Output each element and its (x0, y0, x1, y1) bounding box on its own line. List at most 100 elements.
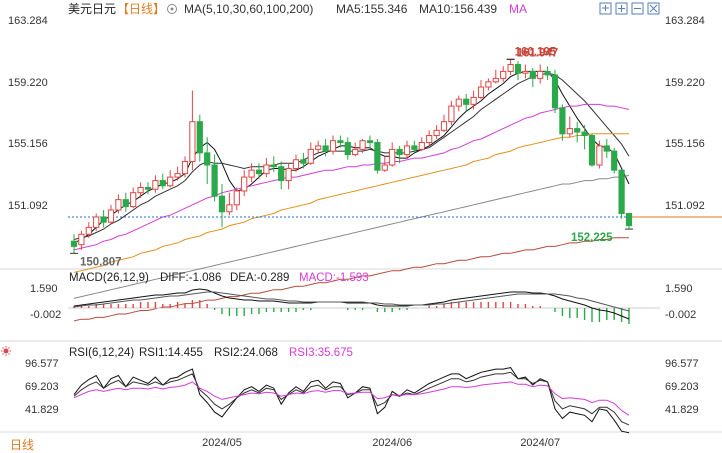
candle-body (189, 121, 196, 163)
price-tick-left: 159.220 (8, 77, 48, 89)
zoom-out-icon[interactable] (631, 2, 644, 15)
date-tick-label: 2024/07 (520, 437, 560, 449)
candle-body (322, 145, 329, 152)
candle-body (426, 135, 433, 143)
candle-body (255, 169, 263, 175)
candle (233, 187, 240, 211)
candle-body (292, 159, 300, 169)
close-icon[interactable] (647, 2, 660, 15)
candle-body (159, 180, 166, 187)
candle-body (403, 145, 411, 156)
date-tick-label: 2024/06 (372, 437, 412, 449)
candle (174, 166, 181, 181)
candle (159, 173, 166, 190)
candle (248, 163, 255, 183)
candle-body (278, 166, 285, 182)
macd-tick-right: -0.002 (665, 309, 696, 321)
candle-body (581, 131, 588, 137)
candle-body (130, 192, 137, 208)
candle (507, 59, 514, 75)
candle (426, 130, 433, 146)
candle-body (618, 169, 625, 214)
candle-body (93, 216, 100, 228)
candle-body (218, 195, 226, 213)
candle (307, 142, 314, 165)
ma-line-ma5 (73, 70, 630, 244)
candle (263, 158, 270, 178)
candle (218, 184, 226, 228)
candle (603, 139, 610, 159)
candle-body (70, 240, 78, 247)
candle (315, 140, 322, 153)
candle (100, 210, 107, 228)
candle-body (396, 148, 403, 156)
price-tick-right: 159.220 (665, 77, 705, 89)
candle (574, 121, 581, 143)
candle (440, 114, 448, 133)
price-tick-right: 151.092 (665, 200, 705, 212)
period-label[interactable]: 【日线】 (117, 2, 165, 16)
rsi2-line (73, 371, 630, 426)
candle-body (270, 164, 277, 168)
candle-body (152, 180, 159, 190)
candle-body (137, 187, 144, 194)
low-price-label: 150.807 (80, 256, 122, 268)
macd-value-label: MACD:-1.593 (299, 272, 369, 284)
candle-body (78, 233, 85, 246)
candle (433, 125, 440, 139)
rsi-tick-left: 41.829 (25, 404, 59, 416)
candle (374, 139, 381, 174)
date-tick-label: 2024/05 (202, 437, 242, 449)
rsi-tick-left: 69.203 (25, 381, 59, 393)
candle (588, 133, 596, 167)
candle-body (248, 169, 255, 178)
candle-body (522, 70, 529, 74)
candle (344, 137, 351, 160)
zoom-fit-icon[interactable] (599, 2, 612, 15)
candle (211, 154, 218, 202)
candle-body (366, 140, 374, 143)
zoom-in-icon[interactable] (615, 2, 628, 15)
rsi3-label: RSI3:35.675 (289, 347, 353, 359)
candle-body (100, 216, 107, 223)
candle (292, 154, 300, 172)
candle (492, 69, 499, 84)
candle (559, 104, 566, 141)
rsi3-line (73, 381, 630, 416)
candle-body (315, 145, 322, 150)
candle (581, 125, 588, 150)
ma-line-ma200 (73, 237, 629, 322)
ma-line-ma30 (73, 103, 630, 251)
candle-body (455, 98, 462, 107)
candle-body (300, 159, 307, 164)
candle (189, 90, 196, 171)
candle (137, 182, 144, 198)
candle-body (448, 105, 455, 123)
candle (78, 230, 85, 250)
candle-body (544, 70, 551, 76)
settings-icon[interactable] (167, 4, 177, 14)
candle-body (329, 140, 337, 152)
candle (477, 80, 485, 100)
rsi1-line (73, 367, 630, 434)
macd-dea-line (73, 291, 630, 312)
period-label-bottom[interactable]: 日线 (10, 438, 34, 452)
sun-icon[interactable] (1, 346, 11, 356)
candle (500, 66, 507, 82)
rsi2-label: RSI2:24.068 (214, 347, 278, 359)
candle-body (477, 86, 485, 98)
candle-body (226, 204, 233, 213)
candle (226, 192, 233, 216)
candle (167, 170, 174, 188)
candle (366, 135, 374, 150)
candle (270, 156, 277, 172)
candle (463, 93, 470, 112)
candle-body (107, 209, 115, 223)
candle-body (440, 121, 448, 131)
candle (278, 161, 285, 190)
moving-averages (68, 70, 722, 322)
date-axis: 2024/05 2024/06 2024/07 (202, 437, 560, 449)
candle (144, 182, 152, 195)
candle (381, 156, 388, 172)
